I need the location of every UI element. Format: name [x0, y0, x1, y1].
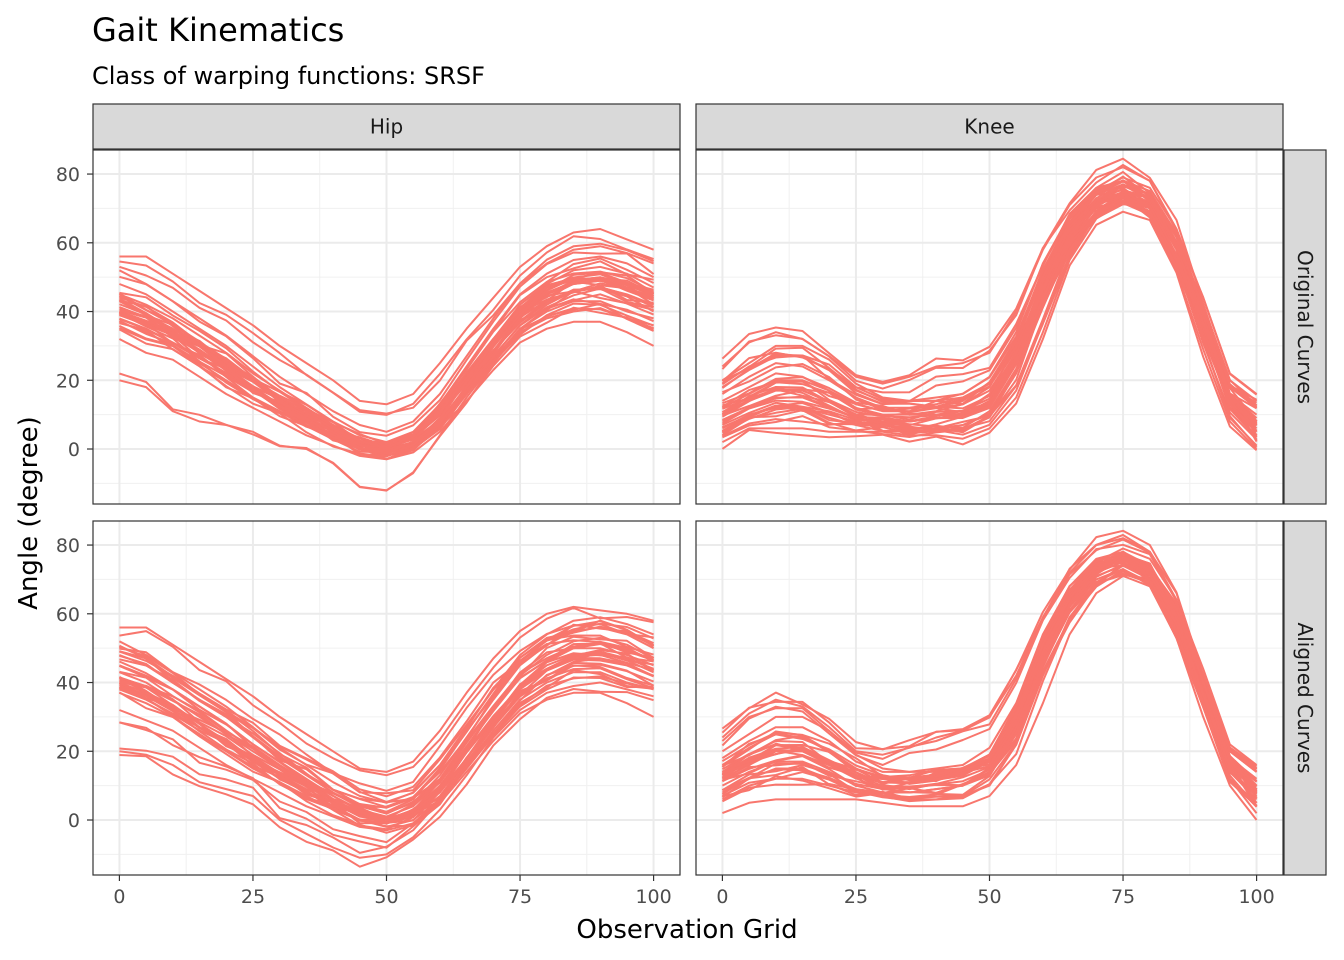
x-tick-label: 75	[1111, 886, 1135, 908]
y-tick-label: 20	[56, 741, 80, 763]
x-tick-label: 50	[977, 886, 1001, 908]
series-line	[119, 251, 655, 437]
y-tick-label: 0	[68, 810, 80, 832]
panel-knee-original-curves	[695, 149, 1284, 505]
x-tick-label: 0	[716, 886, 728, 908]
series-line	[721, 569, 1258, 814]
series-line	[119, 242, 654, 415]
series-line	[119, 228, 654, 406]
x-tick-label: 100	[635, 886, 671, 908]
series-line	[721, 191, 1258, 408]
series-line	[119, 688, 654, 868]
series-line	[721, 543, 1258, 771]
panel-knee-aligned-curves	[695, 520, 1284, 876]
series-line	[722, 185, 1258, 425]
series-line	[119, 623, 654, 792]
panel-border	[92, 149, 681, 505]
x-tick-label: 75	[508, 886, 532, 908]
series-line	[119, 691, 655, 832]
y-tick-label: 40	[56, 302, 80, 324]
series-line	[721, 179, 1258, 423]
series-line	[721, 552, 1258, 791]
panel-hip-original-curves	[92, 149, 681, 505]
facet-strip-label: Original Curves	[1293, 250, 1317, 404]
x-axis-label: Observation Grid	[576, 915, 797, 945]
series-line	[119, 257, 655, 445]
series-line	[119, 235, 654, 416]
series-line	[119, 606, 654, 777]
series-line	[722, 561, 1258, 792]
series-line	[721, 164, 1258, 408]
facet-strip-label: Aligned Curves	[1293, 623, 1317, 774]
y-tick-label: 80	[56, 164, 80, 186]
series-line	[721, 210, 1258, 451]
series-line	[119, 639, 654, 795]
y-tick-label: 40	[56, 673, 80, 695]
series-line	[119, 625, 655, 803]
series-line	[721, 558, 1258, 785]
series-line	[118, 290, 654, 452]
series-line	[721, 529, 1258, 768]
series-line	[721, 202, 1258, 442]
facet-strip-knee	[695, 103, 1284, 150]
x-tick-label: 25	[844, 886, 868, 908]
series-line	[721, 568, 1258, 807]
facet-strip-original-curves	[1283, 149, 1327, 505]
series-line	[119, 279, 655, 450]
facet-strip-hip	[92, 103, 681, 150]
facet-strip-label: Knee	[964, 115, 1014, 139]
series-line	[119, 661, 655, 824]
facet-strip-label: Hip	[370, 115, 403, 139]
x-tick-label: 0	[113, 886, 125, 908]
panel-border	[695, 149, 1284, 505]
series-line	[119, 605, 654, 773]
y-tick-label: 80	[56, 535, 80, 557]
series-line	[119, 667, 654, 849]
chart-title: Gait Kinematics	[92, 11, 344, 49]
series-line	[119, 681, 654, 859]
y-tick-label: 20	[56, 370, 80, 392]
y-tick-label: 0	[68, 439, 80, 461]
series-line	[119, 675, 654, 844]
series-line	[119, 649, 655, 820]
series-line	[118, 245, 654, 433]
series-line	[721, 179, 1258, 409]
series-line	[721, 157, 1258, 401]
facet-strip-aligned-curves	[1283, 520, 1327, 876]
y-tick-label: 60	[56, 604, 80, 626]
chart-subtitle: Class of warping functions: SRSF	[92, 62, 485, 90]
x-tick-label: 100	[1238, 886, 1274, 908]
series-line	[118, 271, 654, 454]
series-line	[721, 195, 1258, 432]
x-tick-label: 50	[374, 886, 398, 908]
y-tick-label: 60	[56, 233, 80, 255]
series-line	[721, 191, 1258, 441]
panel-hip-aligned-curves	[92, 520, 681, 876]
x-tick-label: 25	[241, 886, 265, 908]
y-axis-label: Angle (degree)	[14, 416, 44, 610]
